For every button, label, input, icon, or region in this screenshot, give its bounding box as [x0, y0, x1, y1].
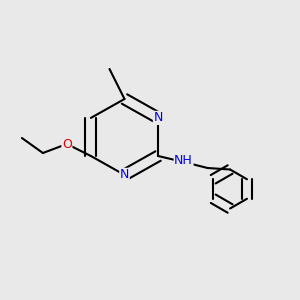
Text: N: N — [120, 168, 129, 182]
Text: O: O — [62, 137, 72, 151]
Text: N: N — [153, 111, 163, 124]
Text: NH: NH — [174, 154, 193, 167]
